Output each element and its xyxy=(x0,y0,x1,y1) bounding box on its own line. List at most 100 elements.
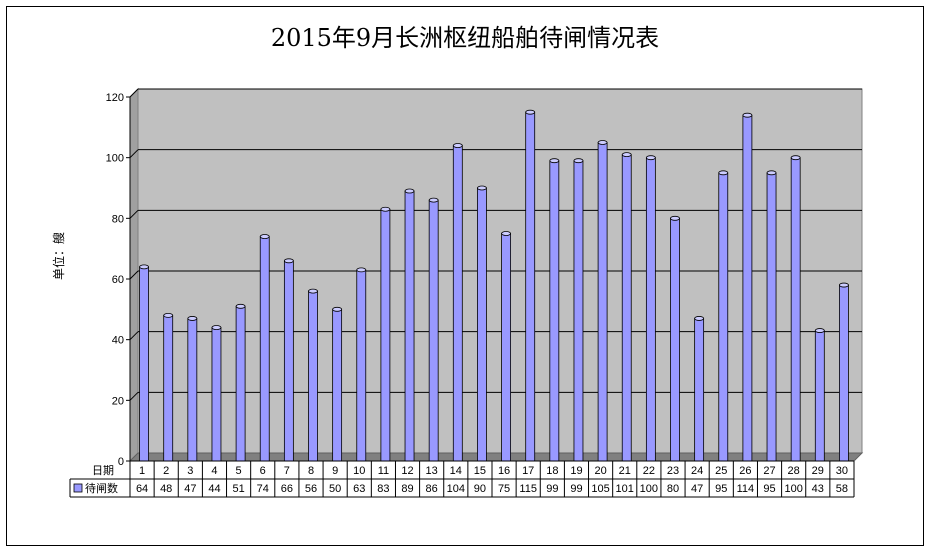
y-axis: 0 20 40 60 80 100 120 xyxy=(106,92,131,468)
bar xyxy=(742,112,753,462)
bar-body xyxy=(549,160,560,462)
bar xyxy=(694,316,705,462)
bar-body xyxy=(839,284,849,462)
bar-top xyxy=(742,112,753,118)
bar xyxy=(670,215,680,462)
table-cell-value: 114 xyxy=(737,483,755,495)
bar-top xyxy=(694,316,705,321)
bar xyxy=(308,288,318,462)
gridline-diag xyxy=(129,209,139,219)
bar-body xyxy=(718,172,729,462)
bar-top xyxy=(549,158,560,164)
bar-body xyxy=(573,160,584,462)
bar-top xyxy=(790,155,801,161)
bar-top xyxy=(404,188,415,194)
table-cell-date: 28 xyxy=(788,465,800,477)
bar-body xyxy=(621,154,632,462)
bar-body xyxy=(645,157,656,462)
bar xyxy=(428,197,439,462)
table-cell-value: 44 xyxy=(208,483,220,495)
table-cell-date: 13 xyxy=(426,465,438,477)
table-cell-date: 12 xyxy=(401,465,413,477)
bar xyxy=(139,264,149,462)
table-cell-date: 24 xyxy=(691,465,703,477)
bar xyxy=(645,155,656,462)
bar-top xyxy=(163,312,174,318)
bar-body xyxy=(211,327,222,462)
bar-top xyxy=(332,306,343,312)
table-cell-date: 5 xyxy=(236,465,242,477)
bar-body xyxy=(428,199,439,462)
bar-top xyxy=(356,267,367,273)
bar xyxy=(187,316,198,462)
table-cell-value: 80 xyxy=(667,483,679,495)
bar xyxy=(839,282,849,462)
chart-title: 2015年9月长洲枢纽船舶待闸情况表 xyxy=(270,24,660,52)
bar xyxy=(814,328,825,462)
bar xyxy=(718,170,729,462)
bar xyxy=(573,158,584,462)
bar-top xyxy=(766,170,777,176)
bar-body xyxy=(187,318,198,462)
bar-body xyxy=(501,233,511,462)
table-cell-date: 15 xyxy=(474,465,486,477)
bar xyxy=(597,140,608,462)
bar-top xyxy=(187,316,198,321)
bar-top xyxy=(573,158,584,164)
data-table: 日期待闸数16424834744455167476685695010631183… xyxy=(69,460,855,498)
table-cell-value: 63 xyxy=(353,483,365,495)
table-cell-date: 14 xyxy=(450,465,462,477)
table-cell-value: 115 xyxy=(519,483,537,495)
legend-series-name: 待闸数 xyxy=(85,481,118,495)
bar-top xyxy=(235,303,246,309)
table-cell-value: 75 xyxy=(498,483,510,495)
gridline-diag xyxy=(129,270,139,280)
bar-body xyxy=(404,190,415,462)
table-cell-date: 22 xyxy=(643,465,655,477)
table-cell-date: 3 xyxy=(187,465,193,477)
table-cell-value: 43 xyxy=(812,483,824,495)
bar xyxy=(356,267,367,462)
bar-top xyxy=(283,258,294,264)
table-cell-date: 2 xyxy=(163,465,169,477)
table-header-date: 日期 xyxy=(92,464,114,477)
bar-top xyxy=(621,152,632,158)
y-tick-label: 60 xyxy=(112,274,124,286)
table-cell-date: 17 xyxy=(522,465,534,477)
bar xyxy=(380,206,391,462)
bar xyxy=(525,109,536,462)
gridline-diag xyxy=(129,331,139,341)
table-cell-date: 10 xyxy=(353,465,365,477)
bar xyxy=(235,303,246,462)
bar-top xyxy=(452,143,463,148)
table-cell-date: 19 xyxy=(570,465,582,477)
bar-top xyxy=(501,231,511,236)
gridline-diag xyxy=(129,149,139,159)
bar-body xyxy=(452,145,463,462)
bar-body xyxy=(259,236,270,462)
table-cell-value: 104 xyxy=(447,483,465,495)
table-cell-date: 25 xyxy=(715,465,727,477)
bar-body xyxy=(597,142,608,462)
bar-top xyxy=(211,325,222,330)
bar xyxy=(283,258,294,462)
bar xyxy=(549,158,560,462)
bar xyxy=(332,306,343,462)
bar-top xyxy=(525,109,536,115)
bar-top xyxy=(718,170,729,176)
table-cell-value: 95 xyxy=(763,483,775,495)
table-cell-date: 23 xyxy=(667,465,679,477)
table-cell-date: 6 xyxy=(260,465,266,477)
gridline-diag xyxy=(129,391,139,401)
table-cell-date: 16 xyxy=(498,465,510,477)
y-tick-label: 20 xyxy=(112,395,124,407)
bar-top xyxy=(308,288,318,294)
bar xyxy=(404,188,415,462)
table-cell-value: 56 xyxy=(305,483,317,495)
bar xyxy=(259,234,270,462)
bar xyxy=(790,155,801,462)
bar-top xyxy=(259,234,270,239)
table-cell-value: 99 xyxy=(570,483,582,495)
table-cell-value: 83 xyxy=(377,483,389,495)
